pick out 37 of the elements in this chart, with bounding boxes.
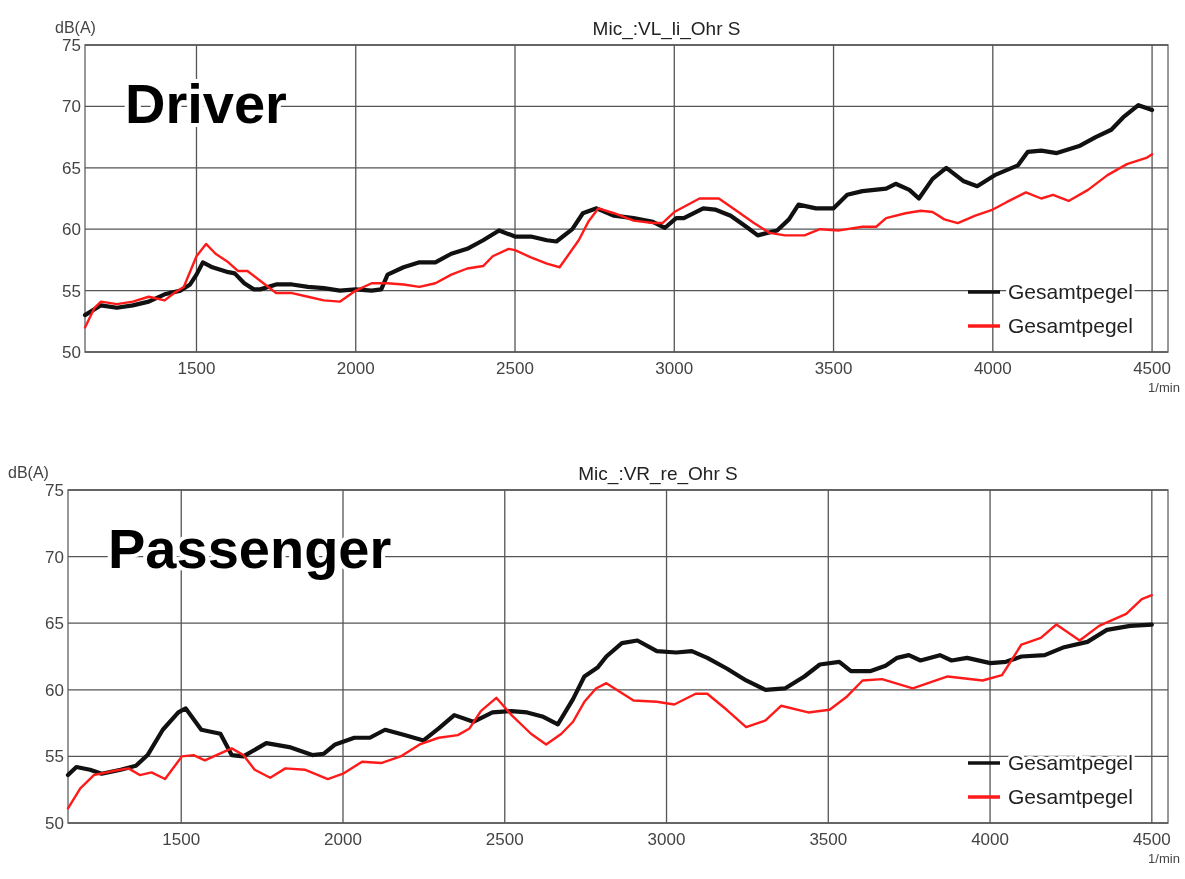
x-tick-label: 4000 <box>971 830 1009 849</box>
x-tick-label: 4500 <box>1133 359 1171 378</box>
x-tick-label: 2000 <box>324 830 362 849</box>
y-tick-label: 70 <box>62 97 81 117</box>
y-tick-label: 65 <box>62 158 81 178</box>
x-tick-label: 1500 <box>177 359 216 378</box>
y-axis-title: dB(A) <box>55 19 96 36</box>
y-axis-title: dB(A) <box>8 464 49 481</box>
y-tick-label: 60 <box>45 680 64 700</box>
line-series <box>66 594 1154 810</box>
y-tick-label: 75 <box>45 480 64 500</box>
legend-label: Gesamtpegel <box>1008 314 1133 338</box>
x-tick-label: 2500 <box>496 359 534 378</box>
legend-label: Gesamtpegel <box>1008 785 1133 809</box>
y-tick-label: 55 <box>62 281 81 301</box>
y-tick-label: 65 <box>45 614 64 634</box>
y-tick-label: 60 <box>62 220 81 240</box>
x-tick-label: 1500 <box>162 830 201 849</box>
chart-title: Mic_:VR_re_Ohr S <box>578 463 738 485</box>
y-tick-label: 70 <box>45 547 64 567</box>
x-tick-label: 2500 <box>485 830 524 849</box>
legend-label: Gesamtpegel <box>1008 751 1133 775</box>
x-tick-label: 4000 <box>973 359 1012 378</box>
x-tick-label: 2000 <box>336 359 375 378</box>
y-tick-label: 50 <box>62 342 81 362</box>
x-tick-label: 3500 <box>814 359 853 378</box>
x-axis-title: 1/min <box>1148 851 1180 866</box>
x-tick-label: 3500 <box>809 830 848 849</box>
line-series <box>65 622 1154 778</box>
chart-title: Mic_:VL_li_Ohr S <box>592 18 741 40</box>
y-tick-label: 50 <box>45 813 64 833</box>
y-tick-label: 75 <box>62 35 81 55</box>
y-tick-label: 55 <box>45 747 64 767</box>
x-tick-label: 3000 <box>655 359 694 378</box>
x-tick-label: 3000 <box>647 830 686 849</box>
x-axis-title: 1/min <box>1148 380 1180 395</box>
x-tick-label: 4500 <box>1132 830 1171 849</box>
